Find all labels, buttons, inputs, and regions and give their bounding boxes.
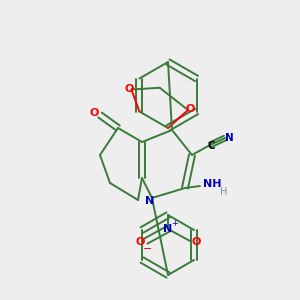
Text: N: N <box>146 196 154 206</box>
Text: N: N <box>225 133 233 143</box>
Text: O: O <box>191 237 201 247</box>
Text: N: N <box>164 224 172 234</box>
Text: C: C <box>207 141 215 151</box>
Text: O: O <box>185 104 195 114</box>
Text: NH: NH <box>203 179 221 189</box>
Text: +: + <box>172 218 178 227</box>
Text: H: H <box>220 187 227 197</box>
Text: O: O <box>89 108 99 118</box>
Text: −: − <box>143 244 153 254</box>
Text: O: O <box>135 237 145 247</box>
Text: O: O <box>125 83 134 94</box>
